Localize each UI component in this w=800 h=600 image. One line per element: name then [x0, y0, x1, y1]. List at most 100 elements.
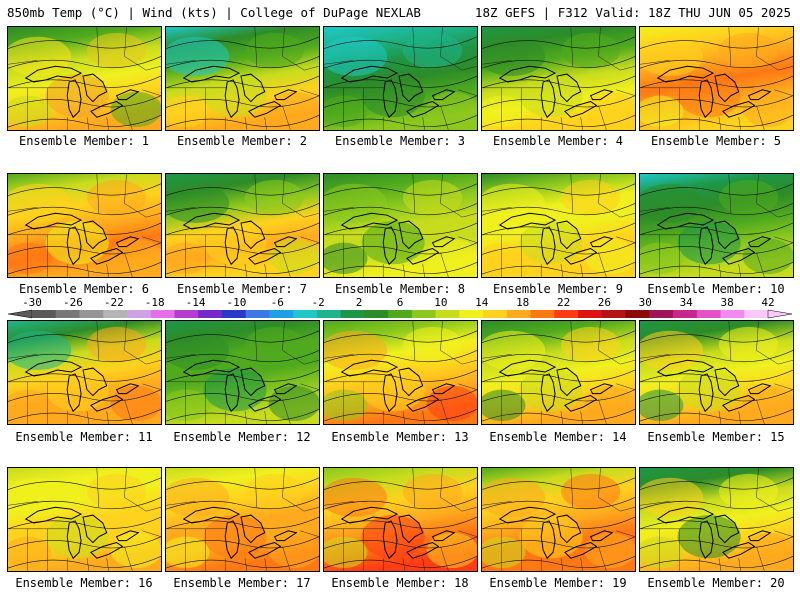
height-contour — [8, 477, 161, 490]
height-contour — [640, 497, 793, 510]
temperature-blob — [268, 91, 319, 128]
height-contour — [482, 389, 635, 402]
scale-swatch — [649, 310, 674, 318]
temperature-blob — [584, 385, 635, 422]
height-contour — [8, 262, 161, 275]
height-contour — [166, 75, 319, 89]
height-contour — [324, 536, 477, 549]
state-boundary — [738, 117, 741, 130]
scale-swatch — [601, 310, 626, 318]
height-contour — [324, 222, 477, 236]
temperature-blob — [8, 536, 52, 569]
lake-outline — [498, 506, 557, 524]
height-contour — [8, 556, 161, 569]
lake-outline — [589, 89, 614, 101]
state-boundary — [282, 546, 291, 571]
scale-tick-label: -18 — [145, 296, 165, 309]
temperature-blob — [402, 179, 463, 216]
lake-outline — [498, 65, 557, 83]
temperature-blob — [324, 95, 368, 128]
temperature-map-18 — [324, 468, 477, 571]
state-boundary — [598, 174, 635, 218]
state-boundary — [728, 174, 732, 214]
temperature-blob — [110, 385, 161, 422]
state-boundary — [142, 236, 161, 243]
height-contour — [8, 183, 161, 196]
temperature-map-4 — [482, 27, 635, 130]
height-contour — [324, 556, 477, 569]
ensemble-member-12-map — [165, 320, 320, 425]
ensemble-member-9-map — [481, 173, 636, 278]
temperature-map-3 — [324, 27, 477, 130]
temperature-blob — [677, 368, 741, 412]
temperature-blob — [584, 238, 635, 275]
scale-tick-label: 30 — [639, 296, 652, 309]
state-boundary — [324, 234, 364, 277]
scale-tick-label: -14 — [186, 296, 206, 309]
state-boundary — [440, 252, 449, 277]
height-contour — [640, 389, 793, 402]
temperature-blob — [324, 536, 368, 569]
ensemble-member-20-map — [639, 467, 794, 572]
state-boundary — [756, 27, 793, 71]
height-contour — [482, 536, 635, 549]
state-boundary — [640, 501, 670, 506]
state-boundary — [482, 207, 512, 212]
state-boundary — [728, 27, 732, 67]
height-contour — [324, 115, 477, 128]
lake-outline — [24, 212, 83, 230]
state-boundary — [264, 264, 267, 277]
temperature-blob — [677, 221, 741, 265]
ensemble-member-label: Ensemble Member: 20 — [647, 576, 785, 590]
height-contour — [640, 56, 793, 69]
height-contour — [8, 36, 161, 49]
lake-outline — [589, 530, 614, 542]
state-boundary — [300, 383, 319, 390]
height-contour — [8, 75, 161, 89]
temperature-blob — [86, 326, 147, 363]
temperature-map-17 — [166, 468, 319, 571]
chart-title: 850mb Temp (°C) | Wind (kts) | College o… — [7, 5, 421, 20]
lake-outline — [714, 514, 740, 544]
state-boundary — [482, 60, 512, 65]
state-boundary — [96, 468, 100, 508]
lake-outline — [340, 212, 399, 230]
state-boundary — [8, 501, 38, 506]
state-boundary — [756, 468, 793, 512]
state-boundary — [166, 501, 196, 506]
state-boundary — [324, 381, 364, 424]
height-contour — [166, 242, 319, 255]
scale-swatch — [483, 310, 508, 318]
lake-outline — [656, 359, 715, 377]
lake-outline — [556, 220, 582, 250]
lake-outline — [182, 506, 241, 524]
lake-outline — [82, 514, 108, 544]
temperature-blob — [640, 95, 684, 128]
ensemble-member-label: Ensemble Member: 10 — [647, 282, 785, 296]
state-boundary — [166, 354, 196, 359]
temperature-blob — [8, 95, 52, 128]
temperature-blob — [268, 385, 319, 422]
height-contour — [324, 183, 477, 196]
lake-outline — [340, 506, 399, 524]
ensemble-member-5-map — [639, 26, 794, 131]
state-boundary — [482, 501, 512, 506]
state-boundary — [616, 89, 635, 96]
temperature-map-13 — [324, 321, 477, 424]
temperature-blob — [640, 389, 684, 422]
temperature-blob — [560, 326, 621, 363]
lake-outline — [564, 542, 598, 559]
temperature-blob — [203, 221, 267, 265]
temperature-blob — [718, 179, 779, 216]
state-boundary — [458, 236, 477, 243]
height-contour — [482, 497, 635, 510]
ensemble-member-label: Ensemble Member: 12 — [173, 430, 311, 444]
scale-swatch — [103, 310, 128, 318]
temperature-blob — [45, 74, 109, 118]
temperature-map-10 — [640, 174, 793, 277]
height-contour — [640, 536, 793, 549]
lake-outline — [90, 542, 124, 559]
state-boundary — [96, 174, 100, 214]
state-boundary — [774, 236, 793, 243]
lake-outline — [714, 367, 740, 397]
